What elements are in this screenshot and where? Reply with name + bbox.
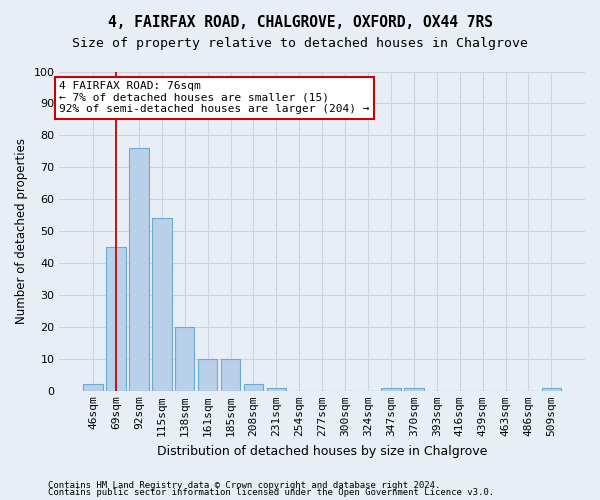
Bar bbox=[542, 388, 561, 391]
Text: 4 FAIRFAX ROAD: 76sqm
← 7% of detached houses are smaller (15)
92% of semi-detac: 4 FAIRFAX ROAD: 76sqm ← 7% of detached h… bbox=[59, 81, 370, 114]
X-axis label: Distribution of detached houses by size in Chalgrove: Distribution of detached houses by size … bbox=[157, 444, 487, 458]
Bar bbox=[266, 388, 286, 391]
Bar bbox=[381, 388, 401, 391]
Bar bbox=[244, 384, 263, 391]
Bar bbox=[83, 384, 103, 391]
Bar bbox=[198, 359, 217, 391]
Text: Contains public sector information licensed under the Open Government Licence v3: Contains public sector information licen… bbox=[48, 488, 494, 497]
Bar bbox=[106, 247, 126, 391]
Y-axis label: Number of detached properties: Number of detached properties bbox=[15, 138, 28, 324]
Bar bbox=[404, 388, 424, 391]
Bar bbox=[175, 327, 194, 391]
Text: Size of property relative to detached houses in Chalgrove: Size of property relative to detached ho… bbox=[72, 38, 528, 51]
Bar bbox=[129, 148, 149, 391]
Text: Contains HM Land Registry data © Crown copyright and database right 2024.: Contains HM Land Registry data © Crown c… bbox=[48, 480, 440, 490]
Text: 4, FAIRFAX ROAD, CHALGROVE, OXFORD, OX44 7RS: 4, FAIRFAX ROAD, CHALGROVE, OXFORD, OX44… bbox=[107, 15, 493, 30]
Bar bbox=[221, 359, 240, 391]
Bar bbox=[152, 218, 172, 391]
